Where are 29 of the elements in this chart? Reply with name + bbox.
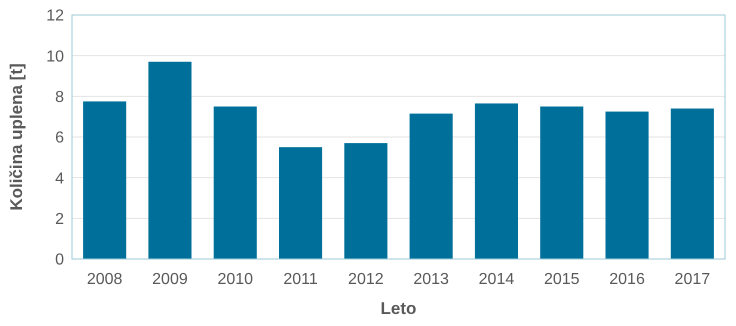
y-tick-label: 12 [46, 8, 64, 25]
x-tick-label: 2013 [413, 271, 450, 288]
x-tick-label: 2016 [609, 271, 645, 288]
bar [670, 108, 714, 259]
bar [279, 147, 322, 259]
x-tick-label: 2011 [283, 271, 318, 288]
x-axis-title: Leto [380, 299, 416, 318]
bar [344, 143, 388, 259]
y-tick-label: 10 [46, 48, 64, 66]
bar [474, 103, 518, 259]
bar [148, 62, 192, 259]
x-tick-label: 2008 [86, 271, 123, 288]
x-tick-label: 2017 [674, 271, 710, 288]
y-tick-label: 4 [55, 170, 64, 188]
y-tick-label: 2 [55, 210, 64, 228]
y-tick-label: 0 [55, 252, 64, 269]
bar [214, 106, 257, 259]
bar [606, 112, 649, 259]
y-axis-title: Količina uplena [t] [7, 63, 26, 211]
x-tick-label: 2014 [478, 271, 514, 288]
bar [540, 106, 584, 259]
x-tick-label: 2009 [152, 271, 188, 288]
x-tick-label: 2012 [348, 271, 384, 288]
x-tick-label: 2015 [544, 271, 580, 288]
y-tick-label: 6 [55, 130, 64, 147]
bar [410, 114, 453, 259]
y-tick-label: 8 [55, 88, 64, 106]
x-tick-label: 2010 [217, 271, 254, 288]
bar [83, 101, 126, 259]
